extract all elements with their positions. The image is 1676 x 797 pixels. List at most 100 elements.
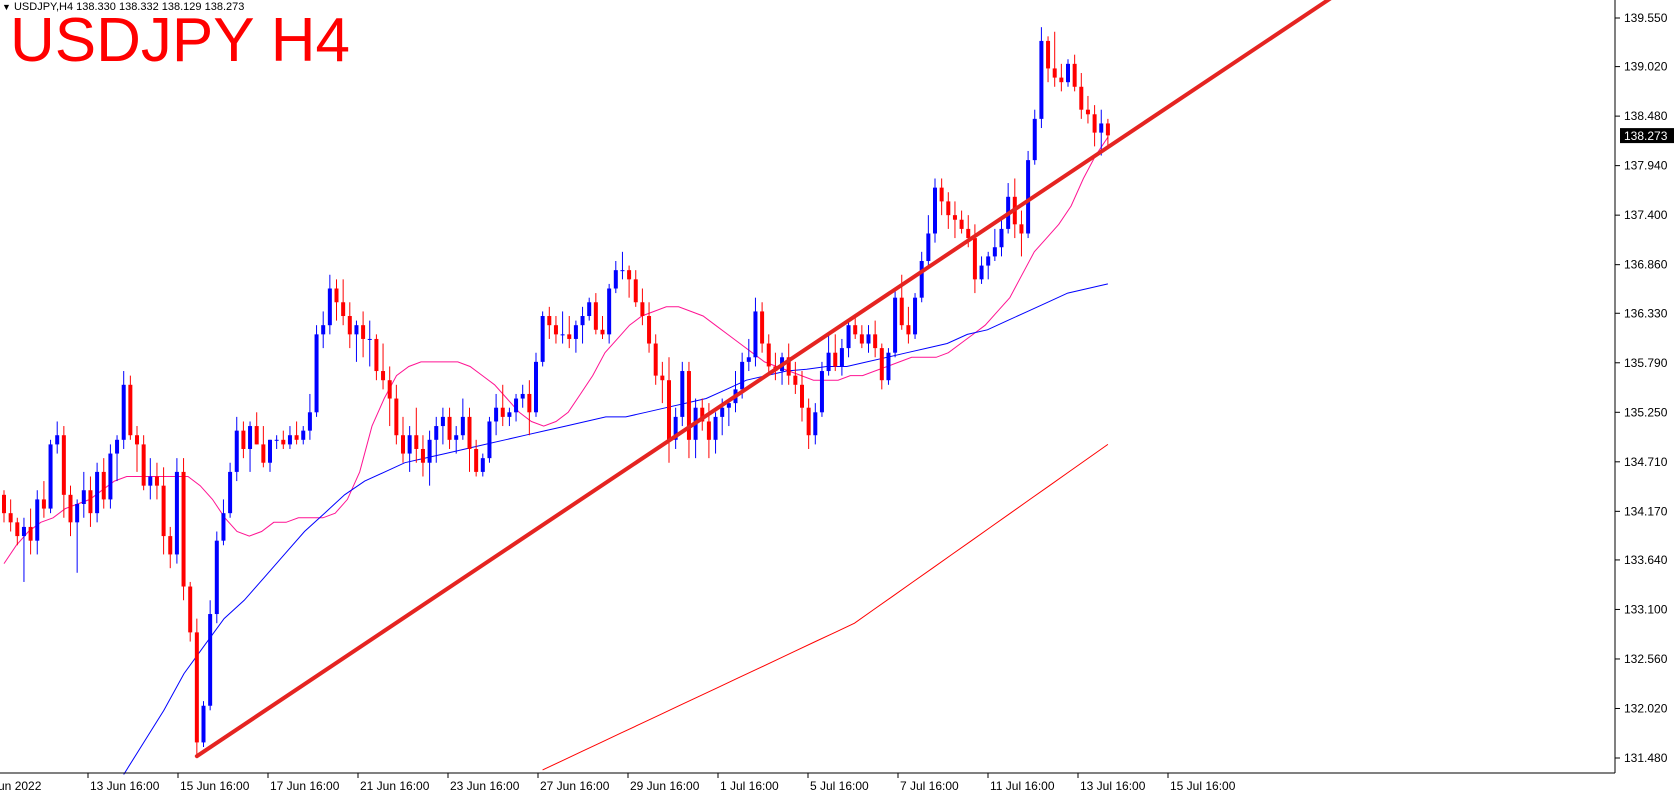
- candle-body: [28, 526, 33, 541]
- candle-body: [181, 471, 186, 587]
- candle-body: [999, 228, 1004, 248]
- candle-body: [1052, 68, 1057, 78]
- candle-body: [913, 297, 918, 335]
- candle-body: [474, 448, 479, 472]
- current-price-label: 138.273: [1624, 129, 1668, 143]
- candle-body: [75, 503, 80, 523]
- candle-body: [467, 416, 472, 449]
- candle-body: [460, 416, 465, 436]
- time-tick-label: 5 Jul 16:00: [810, 779, 869, 793]
- candle-body: [361, 325, 366, 339]
- time-tick-label: 15 Jul 16:00: [1170, 779, 1236, 793]
- candle-body: [21, 526, 26, 537]
- candle-body: [68, 494, 73, 523]
- candle-body: [753, 311, 758, 358]
- candle-body: [979, 265, 984, 280]
- chart-title: USDJPY H4: [10, 6, 350, 75]
- support-trendline: [194, 0, 1332, 759]
- candle-body: [48, 444, 53, 509]
- candle-body: [307, 412, 312, 431]
- candle-body: [301, 430, 306, 440]
- candle-body: [55, 435, 60, 445]
- candle-body: [680, 371, 685, 417]
- candle-body: [420, 448, 425, 463]
- moving-average-mid-line: [123, 283, 1109, 775]
- candle-body: [553, 325, 558, 335]
- symbol-info-line: ▼ USDJPY,H4 138.330 138.332 138.129 138.…: [2, 1, 244, 13]
- candle-body: [95, 471, 100, 514]
- candle-body: [135, 435, 139, 445]
- candle-body: [673, 416, 678, 440]
- candle-body: [241, 430, 246, 449]
- price-tick-label: 134.170: [1624, 504, 1668, 518]
- candle-body: [633, 279, 638, 303]
- candle-body: [440, 416, 445, 427]
- candle-body: [208, 614, 213, 706]
- moving-average-slow-line: [542, 443, 1109, 771]
- symbol-ohlc-text: USDJPY,H4 138.330 138.332 138.129 138.27…: [13, 1, 245, 13]
- candle-body: [141, 444, 146, 486]
- current-price-tag: 138.273: [1620, 128, 1674, 144]
- candle-body: [926, 233, 931, 261]
- dropdown-triangle-icon[interactable]: ▼: [2, 2, 11, 12]
- candle-body: [593, 302, 598, 330]
- price-tick-label: 137.940: [1624, 159, 1668, 173]
- candle-body: [261, 444, 266, 463]
- candle-body: [899, 297, 904, 326]
- price-tick-label: 133.640: [1624, 553, 1668, 567]
- candle-body: [760, 311, 765, 344]
- candle-body: [2, 494, 6, 514]
- candle-body: [527, 393, 532, 413]
- candle-body: [893, 297, 898, 353]
- candle-body: [381, 371, 386, 381]
- time-tick-label: 27 Jun 16:00: [540, 779, 610, 793]
- time-axis-ticks: 9 Jun 2022 13 Jun 16:00 15 Jun 16:00 17 Jun…: [0, 773, 1236, 793]
- price-tick-label: 136.860: [1624, 258, 1668, 272]
- candlestick-layer: [2, 27, 1110, 757]
- candle-body: [514, 398, 519, 413]
- candle-body: [700, 407, 705, 422]
- candle-body: [154, 476, 159, 486]
- price-tick-label: 135.250: [1624, 405, 1668, 419]
- moving-average-layer: [3, 136, 1109, 775]
- candle-body: [1026, 160, 1031, 234]
- candle-body: [407, 435, 412, 454]
- candle-body: [839, 348, 844, 367]
- candle-body: [188, 586, 193, 633]
- candle-body: [813, 412, 818, 436]
- price-tick-label: 131.480: [1624, 751, 1668, 765]
- price-tick-label: 139.020: [1624, 60, 1668, 74]
- candle-body: [487, 421, 492, 459]
- price-tick-label: 136.330: [1624, 306, 1668, 320]
- candle-body: [660, 375, 665, 381]
- candle-body: [228, 471, 233, 514]
- time-tick-label: 1 Jul 16:00: [720, 779, 779, 793]
- candle-body: [833, 352, 838, 367]
- candle-body: [101, 471, 106, 500]
- candle-body: [268, 439, 272, 463]
- candle-body: [793, 375, 798, 385]
- candle-body: [573, 325, 578, 339]
- candle-body: [740, 361, 745, 390]
- candle-body: [806, 407, 811, 436]
- candle-body: [653, 343, 658, 376]
- candle-body: [321, 325, 326, 335]
- candle-body: [414, 435, 419, 449]
- candle-body: [587, 302, 592, 317]
- candle-body: [334, 288, 339, 303]
- candle-body: [221, 513, 226, 541]
- candle-body: [201, 705, 206, 743]
- time-tick-label: 21 Jun 16:00: [360, 779, 430, 793]
- candle-body: [367, 338, 372, 340]
- candle-body: [347, 316, 352, 335]
- candle-body: [580, 316, 585, 326]
- candle-body: [1059, 77, 1064, 83]
- candle-body: [480, 458, 485, 472]
- price-tick-label: 132.560: [1624, 652, 1668, 666]
- candle-body: [919, 260, 924, 298]
- candle-body: [986, 256, 991, 266]
- candle-body: [194, 632, 199, 743]
- candle-body: [879, 348, 884, 381]
- trendline-layer: [194, 0, 1332, 759]
